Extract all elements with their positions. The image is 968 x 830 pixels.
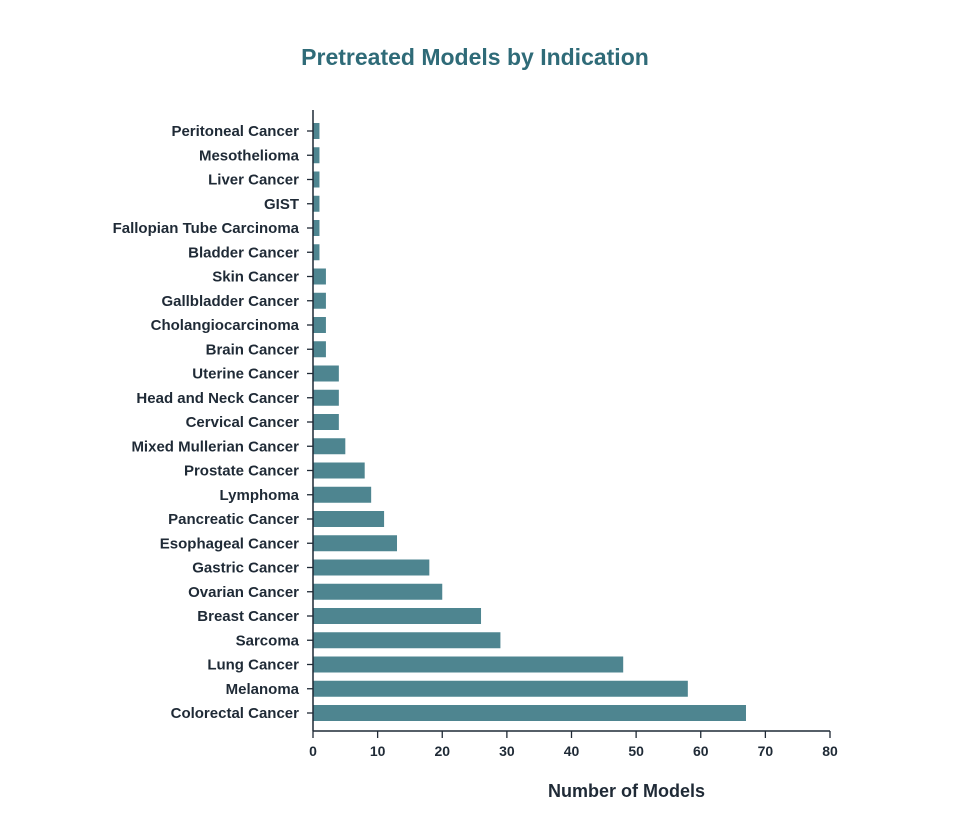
y-tick-label: Peritoneal Cancer xyxy=(171,123,299,140)
y-tick-label: Ovarian Cancer xyxy=(188,584,299,601)
bar xyxy=(313,292,326,309)
y-tick-label: Liver Cancer xyxy=(208,172,299,189)
bar xyxy=(313,220,320,236)
y-tick-label: Colorectal Cancer xyxy=(171,705,300,722)
y-tick-label: Lymphoma xyxy=(220,487,300,504)
bar xyxy=(313,244,320,261)
bar xyxy=(313,608,482,624)
bar xyxy=(313,414,339,430)
y-tick-label: Esophageal Cancer xyxy=(160,535,299,552)
bar xyxy=(313,438,346,455)
x-axis-label: Number of Models xyxy=(548,781,705,801)
bar xyxy=(313,486,372,503)
y-tick-label: Head and Neck Cancer xyxy=(136,390,299,407)
bar xyxy=(313,195,320,212)
y-tick-label: GIST xyxy=(264,196,299,213)
x-tick-label: 0 xyxy=(309,743,317,759)
bar xyxy=(313,559,430,576)
bar xyxy=(313,632,501,649)
bar xyxy=(313,511,385,527)
bar xyxy=(313,462,365,479)
y-tick-label: Skin Cancer xyxy=(212,269,299,286)
y-tick-label: Cervical Cancer xyxy=(186,414,300,431)
bar xyxy=(313,705,746,721)
bar xyxy=(313,389,339,406)
y-tick-label: Gallbladder Cancer xyxy=(161,293,299,310)
bar xyxy=(313,365,339,382)
y-tick-label: Melanoma xyxy=(226,681,300,698)
y-tick-label: Prostate Cancer xyxy=(184,463,299,480)
bar xyxy=(313,341,326,358)
x-tick-label: 20 xyxy=(434,743,450,759)
y-tick-label: Uterine Cancer xyxy=(192,366,299,383)
y-tick-label: Pancreatic Cancer xyxy=(168,511,299,528)
x-tick-label: 60 xyxy=(693,743,709,759)
x-tick-label: 10 xyxy=(370,743,386,759)
y-tick-label: Breast Cancer xyxy=(197,608,299,625)
bar xyxy=(313,535,398,552)
y-tick-label: Sarcoma xyxy=(236,632,300,649)
x-tick-label: 30 xyxy=(499,743,515,759)
x-tick-label: 80 xyxy=(822,743,838,759)
y-tick-label: Mesothelioma xyxy=(199,147,300,164)
bar xyxy=(313,317,326,333)
y-tick-label: Brain Cancer xyxy=(206,341,300,358)
bar xyxy=(313,583,443,600)
bar xyxy=(313,147,320,164)
y-tick-label: Cholangiocarcinoma xyxy=(151,317,300,334)
y-tick-label: Gastric Cancer xyxy=(192,560,299,577)
bar xyxy=(313,123,320,139)
y-tick-label: Bladder Cancer xyxy=(188,244,299,261)
chart-title: Pretreated Models by Indication xyxy=(301,44,649,70)
bar xyxy=(313,268,326,285)
bar xyxy=(313,656,624,673)
y-tick-label: Fallopian Tube Carcinoma xyxy=(113,220,300,237)
bar xyxy=(313,680,688,697)
y-tick-label: Lung Cancer xyxy=(207,657,299,674)
bar xyxy=(313,171,320,188)
x-tick-label: 40 xyxy=(564,743,580,759)
x-tick-label: 50 xyxy=(628,743,644,759)
x-tick-label: 70 xyxy=(758,743,774,759)
y-tick-label: Mixed Mullerian Cancer xyxy=(131,438,299,455)
